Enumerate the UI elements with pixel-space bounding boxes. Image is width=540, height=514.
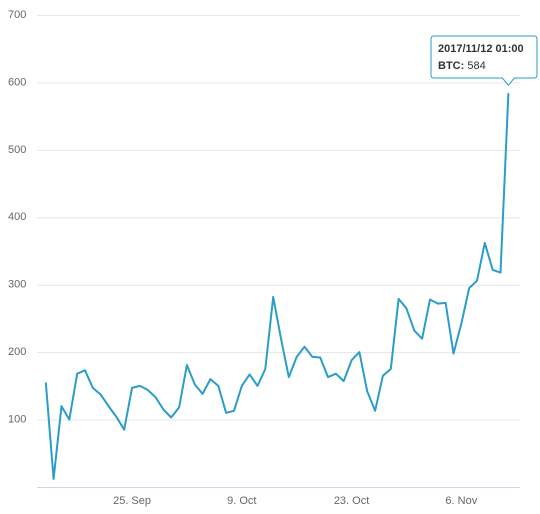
y-tick-label: 400 (8, 211, 26, 223)
tooltip-label: BTC: (438, 60, 464, 72)
tooltip-box (430, 35, 538, 86)
line-series (44, 93, 510, 480)
x-tick-label: 23. Oct (334, 495, 369, 507)
y-tick-label: 700 (8, 9, 26, 21)
x-tick-label: 25. Sep (113, 495, 151, 507)
x-tick-label: 6. Nov (445, 495, 477, 507)
tooltip: 2017/11/12 01:00 BTC: 584 (430, 35, 538, 86)
x-tick-label: 9. Oct (227, 495, 256, 507)
y-tick-label: 300 (8, 279, 26, 291)
y-tick-label: 500 (8, 144, 26, 156)
plot: 100 200 300 400 500 600 700 25. Sep 9. Oct 23. Oc… (8, 9, 520, 507)
y-tick-label: 200 (8, 346, 26, 358)
tooltip-body: BTC: 584 (438, 60, 486, 72)
y-tick-label: 600 (8, 76, 26, 88)
y-tick-label: 100 (8, 413, 26, 425)
tooltip-title: 2017/11/12 01:00 (438, 43, 524, 55)
tooltip-value: 584 (467, 60, 485, 72)
